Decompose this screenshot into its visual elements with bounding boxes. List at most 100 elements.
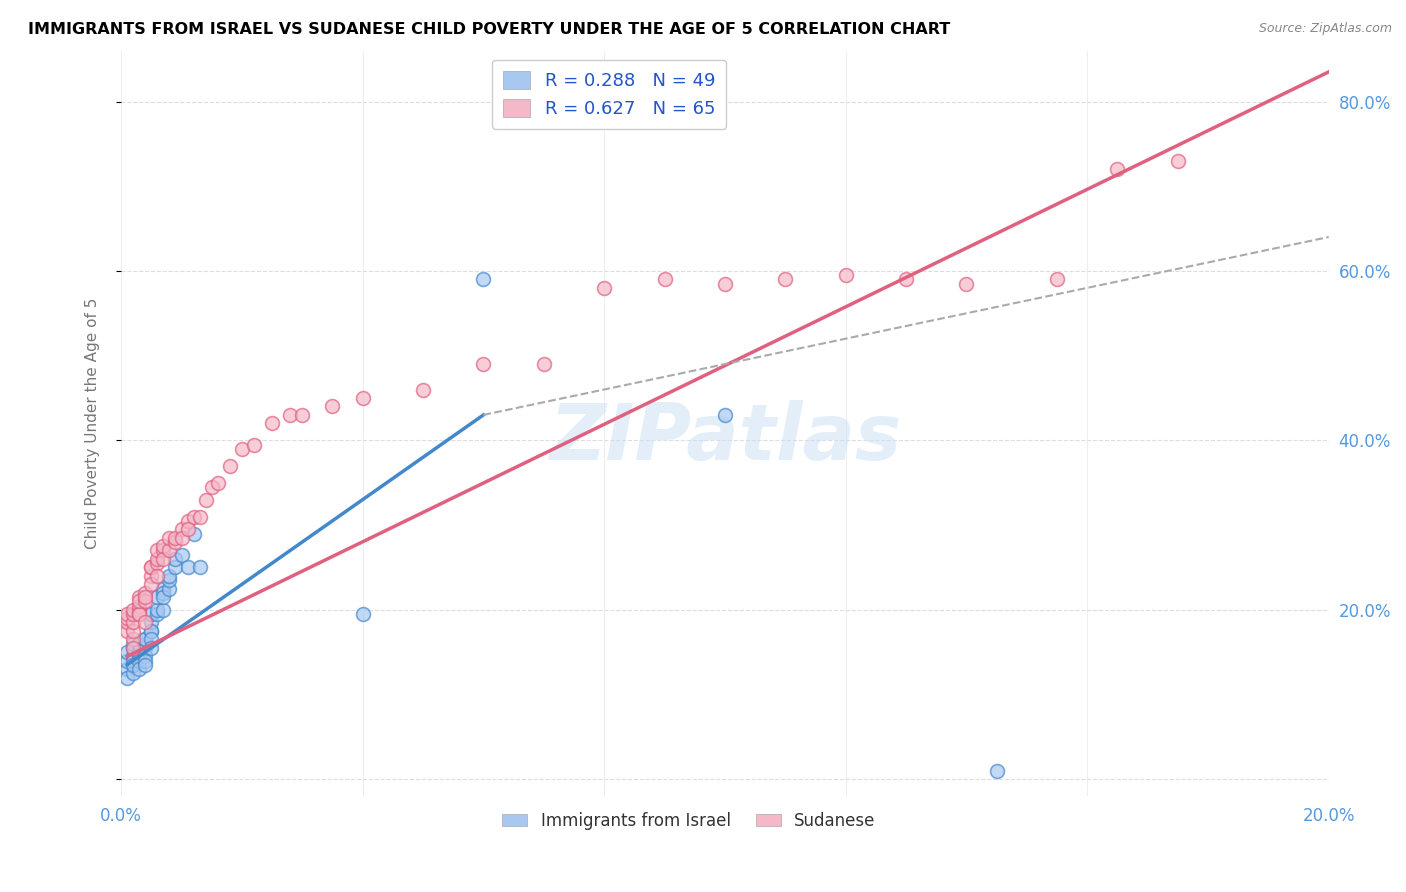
Point [134,632,156,647]
Point [152,586,174,600]
Point [170,548,193,562]
Point [955,277,977,291]
Point [134,632,156,647]
Point [412,383,434,397]
Point [122,607,145,621]
Point [141,624,163,638]
Point [115,671,138,685]
Point [134,615,156,630]
Point [134,590,156,604]
Point [152,543,174,558]
Point [714,277,737,291]
Point [115,645,138,659]
Point [134,640,156,655]
Point [141,607,163,621]
Point [115,624,138,638]
Point [128,645,150,659]
Point [128,649,150,664]
Point [472,357,495,371]
Point [170,522,193,536]
Point [128,590,150,604]
Point [134,657,156,672]
Point [141,615,163,630]
Point [188,509,211,524]
Point [152,552,174,566]
Point [146,543,169,558]
Point [134,594,156,608]
Point [134,637,156,651]
Point [141,624,163,638]
Legend: Immigrants from Israel, Sudanese: Immigrants from Israel, Sudanese [495,805,882,836]
Point [146,603,169,617]
Point [128,599,150,613]
Point [472,272,495,286]
Point [122,624,145,638]
Point [533,357,555,371]
Point [176,522,198,536]
Point [122,637,145,651]
Point [159,531,181,545]
Point [159,569,181,583]
Point [170,531,193,545]
Point [128,607,150,621]
Point [128,603,150,617]
Point [122,657,145,672]
Point [1167,153,1189,168]
Point [146,552,169,566]
Text: ZIPatlas: ZIPatlas [548,401,901,476]
Point [231,442,253,456]
Point [714,408,737,422]
Point [176,560,198,574]
Point [1107,162,1129,177]
Point [122,640,145,655]
Point [159,543,181,558]
Point [165,535,187,549]
Point [194,492,217,507]
Point [188,560,211,574]
Point [262,417,284,431]
Point [654,272,676,286]
Point [115,654,138,668]
Point [352,607,374,621]
Point [122,666,145,681]
Point [115,611,138,625]
Point [146,569,169,583]
Point [835,268,858,282]
Point [134,649,156,664]
Point [165,560,187,574]
Text: IMMIGRANTS FROM ISRAEL VS SUDANESE CHILD POVERTY UNDER THE AGE OF 5 CORRELATION : IMMIGRANTS FROM ISRAEL VS SUDANESE CHILD… [28,22,950,37]
Point [183,509,205,524]
Point [122,640,145,655]
Point [201,480,224,494]
Point [122,649,145,664]
Point [278,408,301,422]
Text: Source: ZipAtlas.com: Source: ZipAtlas.com [1258,22,1392,36]
Point [128,637,150,651]
Point [146,590,169,604]
Point [165,531,187,545]
Point [165,552,187,566]
Point [141,560,163,574]
Point [894,272,917,286]
Point [218,458,240,473]
Point [122,654,145,668]
Point [152,590,174,604]
Point [593,281,616,295]
Point [141,577,163,591]
Point [141,632,163,647]
Point [134,654,156,668]
Point [115,607,138,621]
Point [986,764,1008,778]
Y-axis label: Child Poverty Under the Age of 5: Child Poverty Under the Age of 5 [86,298,100,549]
Point [352,391,374,405]
Point [159,582,181,596]
Point [775,272,797,286]
Point [146,556,169,570]
Point [141,640,163,655]
Point [134,586,156,600]
Point [141,560,163,574]
Point [243,437,266,451]
Point [207,475,229,490]
Point [141,569,163,583]
Point [159,573,181,587]
